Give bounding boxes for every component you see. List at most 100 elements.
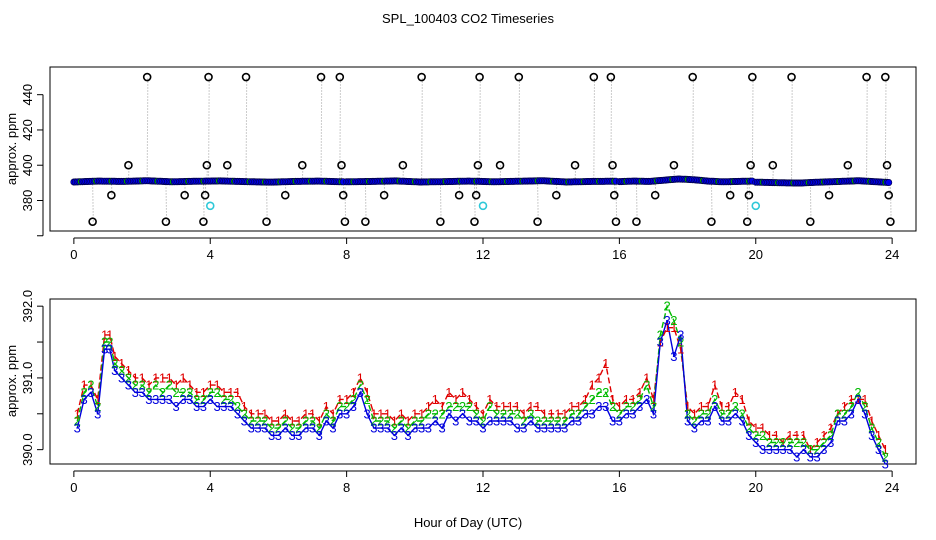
outlier-point bbox=[124, 160, 133, 170]
series-1-marker: 1 bbox=[745, 414, 752, 429]
series-1-marker: 1 bbox=[166, 370, 173, 385]
series-2-marker: 2 bbox=[677, 335, 684, 350]
outlier-point bbox=[335, 72, 345, 82]
series-1-marker: 1 bbox=[513, 399, 520, 414]
series-2-marker: 2 bbox=[268, 421, 275, 436]
series-3-marker: 3 bbox=[670, 349, 677, 364]
outlier-point bbox=[884, 190, 894, 200]
top-x-tick-label: 0 bbox=[70, 247, 77, 262]
series-3-marker: 3 bbox=[745, 428, 752, 443]
series-2-marker: 2 bbox=[657, 327, 664, 342]
series-1-marker: 1 bbox=[350, 385, 357, 400]
series-2-marker: 2 bbox=[466, 399, 473, 414]
series-3-marker: 3 bbox=[759, 442, 766, 457]
series-3-marker: 3 bbox=[807, 449, 814, 464]
series-3-marker: 3 bbox=[868, 428, 875, 443]
series-1-marker: 1 bbox=[575, 399, 582, 414]
series-1-marker: 1 bbox=[752, 421, 759, 436]
series-3-marker: 3 bbox=[343, 406, 350, 421]
outlier-point bbox=[552, 190, 561, 200]
series-2-marker: 2 bbox=[548, 414, 555, 429]
series-1-marker: 1 bbox=[179, 370, 186, 385]
series-3-marker: 3 bbox=[684, 414, 691, 429]
series-3-marker: 3 bbox=[854, 392, 861, 407]
series-3-marker: 3 bbox=[275, 428, 282, 443]
series-3-marker: 3 bbox=[800, 442, 807, 457]
series-1-marker: 1 bbox=[670, 320, 677, 335]
series-1-marker: 1 bbox=[582, 392, 589, 407]
outlier-point bbox=[742, 217, 752, 226]
outlier-connector bbox=[266, 181, 268, 222]
outlier-point bbox=[787, 72, 796, 82]
outlier-connector bbox=[92, 181, 94, 222]
series-1-marker: 1 bbox=[295, 414, 302, 429]
series-3-marker: 3 bbox=[595, 399, 602, 414]
series-1-marker: 1 bbox=[738, 392, 745, 407]
series-1-marker: 1 bbox=[500, 399, 507, 414]
series-3-marker: 3 bbox=[875, 442, 882, 457]
series-3-marker: 3 bbox=[138, 385, 145, 400]
bottom-y-axis: 390.0 391.0 392.0 bbox=[20, 290, 44, 466]
series-1-marker: 1 bbox=[186, 378, 193, 393]
series-1-marker: 1 bbox=[411, 406, 418, 421]
series-2-marker: 2 bbox=[473, 406, 480, 421]
outlier-point bbox=[632, 217, 641, 226]
top-x-tick-label: 20 bbox=[749, 247, 763, 262]
series-3-marker: 3 bbox=[213, 399, 220, 414]
series-3-marker: 3 bbox=[500, 414, 507, 429]
series-1-marker: 1 bbox=[234, 385, 241, 400]
series-1-marker: 1 bbox=[145, 378, 152, 393]
series-1-marker: 1 bbox=[527, 399, 534, 414]
series-2-marker: 2 bbox=[582, 399, 589, 414]
series-2-marker: 2 bbox=[220, 392, 227, 407]
series-1-marker: 1 bbox=[336, 392, 343, 407]
series-3-marker: 3 bbox=[834, 414, 841, 429]
outlier-point bbox=[707, 217, 716, 226]
series-2-marker: 2 bbox=[848, 399, 855, 414]
series-3-marker: 3 bbox=[779, 442, 786, 457]
series-1-marker: 1 bbox=[220, 385, 227, 400]
series-3-marker: 3 bbox=[582, 406, 589, 421]
series-1-marker: 1 bbox=[813, 435, 820, 450]
series-1-marker: 1 bbox=[520, 406, 527, 421]
series-2-marker: 2 bbox=[234, 399, 241, 414]
series-3-marker: 3 bbox=[309, 421, 316, 436]
bottom-x-axis-label: Hour of Day (UTC) bbox=[414, 515, 522, 530]
top-y-axis-label: approx. ppm bbox=[4, 113, 19, 185]
series-3-marker: 3 bbox=[677, 327, 684, 342]
bottom-x-tick-label: 12 bbox=[476, 480, 490, 495]
series-3-marker: 3 bbox=[200, 399, 207, 414]
series-3-marker: 3 bbox=[254, 421, 261, 436]
series-1-marker: 1 bbox=[363, 385, 370, 400]
series-2-marker: 2 bbox=[534, 414, 541, 429]
series-1-marker: 1 bbox=[125, 363, 132, 378]
bottom-y-tick-label: 390.0 bbox=[20, 433, 35, 466]
series-2-marker: 2 bbox=[813, 442, 820, 457]
series-3-marker: 3 bbox=[738, 414, 745, 429]
series-2-marker: 2 bbox=[575, 406, 582, 421]
series-2-marker: 2 bbox=[316, 421, 323, 436]
series-1-marker: 1 bbox=[159, 370, 166, 385]
outlier-connector bbox=[593, 77, 595, 182]
series-2-marker: 2 bbox=[418, 414, 425, 429]
outlier-point bbox=[473, 160, 483, 170]
series-2-marker: 2 bbox=[616, 406, 623, 421]
outlier-connector bbox=[339, 77, 341, 182]
series-1-marker: 1 bbox=[507, 399, 514, 414]
series-2-marker: 2 bbox=[179, 385, 186, 400]
series-1-marker: 1 bbox=[609, 392, 616, 407]
series-2-marker: 2 bbox=[172, 385, 179, 400]
series-3-marker: 3 bbox=[193, 399, 200, 414]
outlier-point bbox=[417, 72, 426, 82]
series-3-marker: 3 bbox=[493, 414, 500, 429]
outlier-point bbox=[495, 160, 505, 170]
series-1-marker: 1 bbox=[568, 399, 575, 414]
series-3-marker: 3 bbox=[793, 449, 800, 464]
outlier-point bbox=[280, 190, 290, 200]
outlier-connector bbox=[473, 181, 476, 222]
series-2-marker: 2 bbox=[684, 406, 691, 421]
series-2-marker: 2 bbox=[691, 414, 698, 429]
series-3-marker: 3 bbox=[295, 428, 302, 443]
series-1-marker: 1 bbox=[302, 406, 309, 421]
